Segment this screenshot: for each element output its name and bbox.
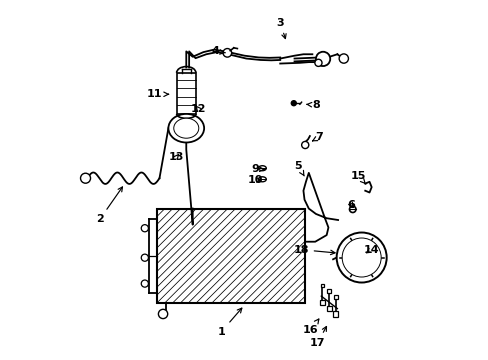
Bar xyxy=(333,295,337,298)
Text: 4: 4 xyxy=(212,46,225,57)
Text: 18: 18 xyxy=(293,245,334,255)
Circle shape xyxy=(301,141,308,149)
Circle shape xyxy=(81,173,90,183)
Bar xyxy=(319,300,324,305)
Text: 7: 7 xyxy=(312,132,323,142)
Text: 6: 6 xyxy=(347,200,355,210)
Circle shape xyxy=(223,49,231,57)
Text: 3: 3 xyxy=(276,18,285,39)
Ellipse shape xyxy=(258,177,266,182)
Text: 12: 12 xyxy=(190,104,205,113)
Bar xyxy=(157,208,305,303)
Text: 13: 13 xyxy=(168,152,184,162)
Circle shape xyxy=(350,246,372,269)
Circle shape xyxy=(336,233,386,283)
Text: 14: 14 xyxy=(363,245,378,255)
Circle shape xyxy=(291,101,296,106)
Text: 5: 5 xyxy=(294,161,304,176)
Text: 8: 8 xyxy=(306,100,319,110)
Circle shape xyxy=(314,59,322,66)
Circle shape xyxy=(339,54,348,63)
Bar xyxy=(333,311,338,317)
Circle shape xyxy=(315,52,329,66)
Circle shape xyxy=(349,206,355,212)
Text: 15: 15 xyxy=(350,171,366,184)
Text: 17: 17 xyxy=(309,327,326,347)
Bar xyxy=(176,73,196,114)
Circle shape xyxy=(342,238,380,277)
Text: 16: 16 xyxy=(302,319,318,335)
Text: 10: 10 xyxy=(247,175,263,185)
Bar xyxy=(320,284,324,287)
Circle shape xyxy=(141,280,148,287)
Text: 11: 11 xyxy=(146,89,168,99)
Bar xyxy=(326,306,331,311)
Ellipse shape xyxy=(173,118,198,138)
Circle shape xyxy=(158,309,167,319)
Ellipse shape xyxy=(168,114,203,143)
Circle shape xyxy=(141,254,148,261)
Circle shape xyxy=(141,225,148,232)
Text: 2: 2 xyxy=(96,187,122,224)
Bar xyxy=(326,289,330,293)
Text: 1: 1 xyxy=(217,308,242,337)
Text: 9: 9 xyxy=(251,164,264,174)
Ellipse shape xyxy=(258,166,266,171)
